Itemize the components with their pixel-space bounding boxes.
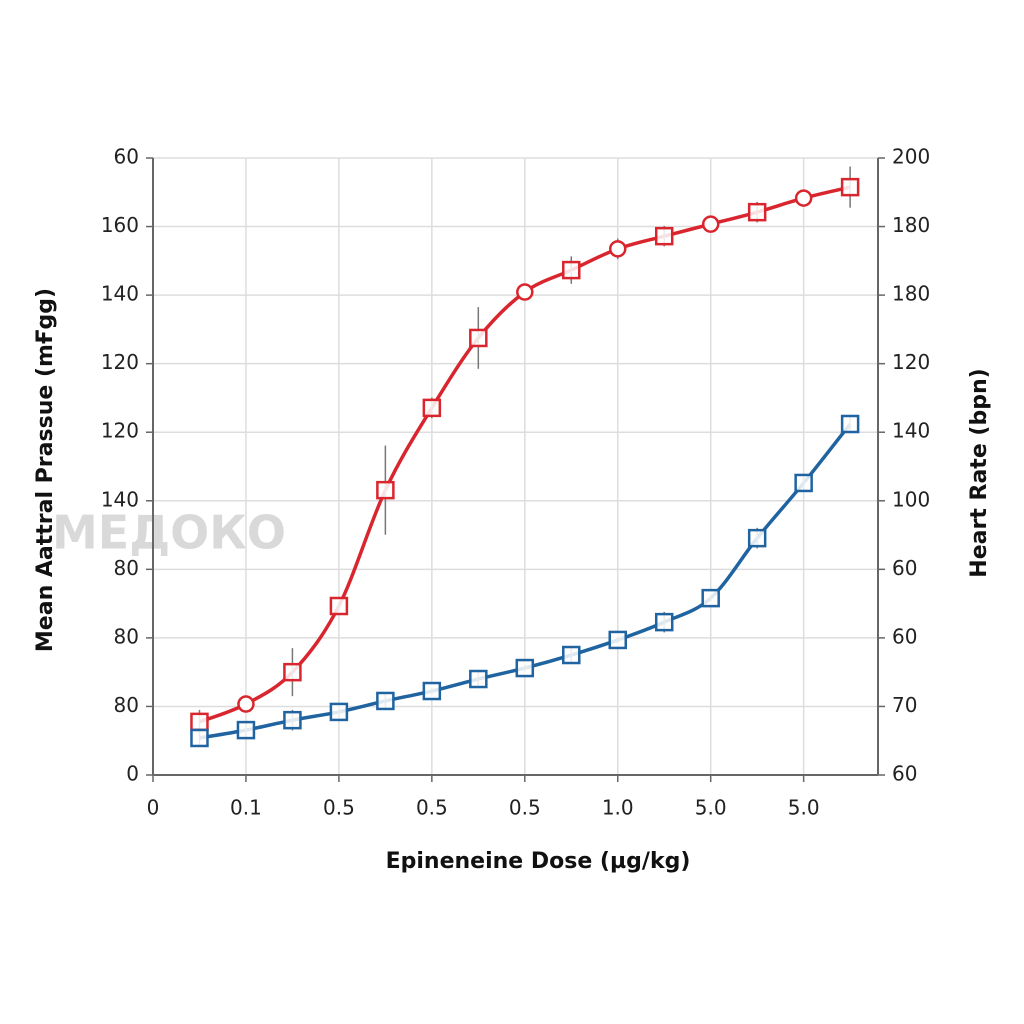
y2-axis-label: Heart Rate (bpn) (967, 368, 992, 577)
marker (608, 630, 627, 650)
marker (701, 588, 720, 608)
marker (515, 658, 535, 678)
x-tick-label: 5.0 (695, 796, 727, 820)
y2-tick-label: 60 (892, 624, 917, 648)
y-tick-label: 80 (114, 693, 139, 717)
y-tick-label: 140 (101, 282, 139, 306)
x-tick-label: 5.0 (788, 796, 820, 820)
y-tick-label: 120 (101, 350, 139, 374)
y2-tick-label: 180 (892, 282, 930, 306)
marker (747, 202, 767, 222)
marker (608, 240, 627, 258)
marker (422, 681, 442, 701)
y2-tick-label: 60 (892, 556, 917, 580)
y2-tick-label: 60 (892, 762, 917, 786)
marker (283, 662, 302, 682)
y-tick-label: 80 (114, 556, 139, 580)
marker (562, 645, 581, 665)
y2-tick-label: 120 (892, 350, 930, 374)
y-tick-label: 160 (101, 213, 139, 237)
y2-tick-label: 200 (892, 145, 930, 169)
marker (376, 480, 395, 500)
marker (562, 260, 581, 280)
watermark: МЕДОКО (52, 506, 286, 560)
marker (516, 283, 534, 301)
y2-tick-label: 100 (892, 487, 930, 511)
y2-tick-label: 180 (892, 213, 930, 237)
y-tick-label: 120 (101, 419, 139, 443)
y2-tick-label: 140 (892, 419, 930, 443)
x-tick-label: 0.5 (323, 796, 355, 820)
marker (329, 596, 349, 616)
marker (840, 414, 860, 434)
y-tick-label: 60 (114, 145, 139, 169)
x-tick-label: 1.0 (602, 796, 634, 820)
y-tick-label: 0 (126, 762, 139, 786)
y-axis-label: Mean Aattral Prassue (mҒgg) (33, 288, 58, 652)
series-line (198, 185, 851, 724)
marker (469, 669, 488, 689)
x-tick-label: 0 (147, 796, 160, 820)
marker (283, 710, 302, 730)
marker (236, 720, 256, 740)
y-tick-label: 140 (101, 487, 139, 511)
marker (376, 691, 395, 711)
marker (794, 473, 813, 493)
marker (422, 398, 442, 418)
marker (237, 695, 255, 713)
marker (654, 226, 674, 246)
marker (654, 612, 674, 632)
x-tick-label: 0.5 (416, 796, 448, 820)
marker (190, 712, 209, 732)
x-tick-label: 0.5 (509, 796, 541, 820)
marker (190, 728, 209, 748)
marker (840, 177, 860, 197)
x-axis-label: Epineneine Dose (µg/kg) (386, 849, 691, 874)
x-tick-label: 0.1 (230, 796, 262, 820)
y2-tick-label: 70 (892, 693, 917, 717)
marker (469, 328, 488, 348)
marker (329, 702, 349, 722)
marker (701, 215, 720, 233)
marker (794, 189, 813, 207)
y-tick-label: 80 (114, 624, 139, 648)
marker (747, 528, 767, 548)
